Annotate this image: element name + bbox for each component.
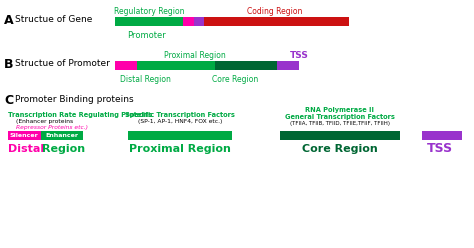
Bar <box>422 131 462 140</box>
Bar <box>183 17 194 26</box>
Bar <box>204 17 349 26</box>
Text: RNA Polymerase II: RNA Polymerase II <box>306 107 374 113</box>
Text: B: B <box>4 58 13 70</box>
Text: Repressor Proteins etc.): Repressor Proteins etc.) <box>16 125 88 130</box>
Text: TSS: TSS <box>290 52 309 61</box>
Text: Promoter Binding proteins: Promoter Binding proteins <box>15 95 134 104</box>
Text: Promoter: Promoter <box>128 31 166 39</box>
Text: Structue of Gene: Structue of Gene <box>15 15 92 25</box>
Text: A: A <box>4 13 14 27</box>
Text: Specific Transcription Factors: Specific Transcription Factors <box>125 112 235 118</box>
Text: Region: Region <box>42 144 85 154</box>
Text: Core Region: Core Region <box>302 144 378 154</box>
Text: C: C <box>4 93 13 106</box>
Text: Structue of Promoter: Structue of Promoter <box>15 60 110 68</box>
Text: Distal: Distal <box>8 144 44 154</box>
Text: TSS: TSS <box>427 143 453 155</box>
Bar <box>115 17 183 26</box>
Bar <box>115 61 137 70</box>
Bar <box>41 131 83 140</box>
Text: Proximal Region: Proximal Region <box>129 144 231 154</box>
Text: Core Region: Core Region <box>212 75 258 85</box>
Bar <box>137 61 215 70</box>
Text: (TFIIA, TFIIB, TFIID, TFIIE,TFIIF, TFIIH): (TFIIA, TFIIB, TFIID, TFIIE,TFIIF, TFIIH… <box>290 122 390 126</box>
Bar <box>194 17 204 26</box>
Text: Distal Region: Distal Region <box>119 75 171 85</box>
Text: Silencer: Silencer <box>9 133 38 138</box>
Text: (Enhancer proteins: (Enhancer proteins <box>16 120 73 124</box>
Bar <box>280 131 400 140</box>
Text: Coding Region: Coding Region <box>247 7 303 17</box>
Bar <box>128 131 232 140</box>
Bar <box>8 131 41 140</box>
Bar <box>215 61 277 70</box>
Text: Regulatory Region: Regulatory Region <box>114 7 184 17</box>
Text: Enhancer: Enhancer <box>46 133 79 138</box>
Text: Proximal Region: Proximal Region <box>164 52 226 61</box>
Text: General Transcription Factors: General Transcription Factors <box>285 114 395 120</box>
Text: (SP-1, AP-1, HNF4, FOX etc.): (SP-1, AP-1, HNF4, FOX etc.) <box>138 120 222 124</box>
Bar <box>277 61 299 70</box>
Text: Transcription Rate Regulating Proteins: Transcription Rate Regulating Proteins <box>8 112 152 118</box>
